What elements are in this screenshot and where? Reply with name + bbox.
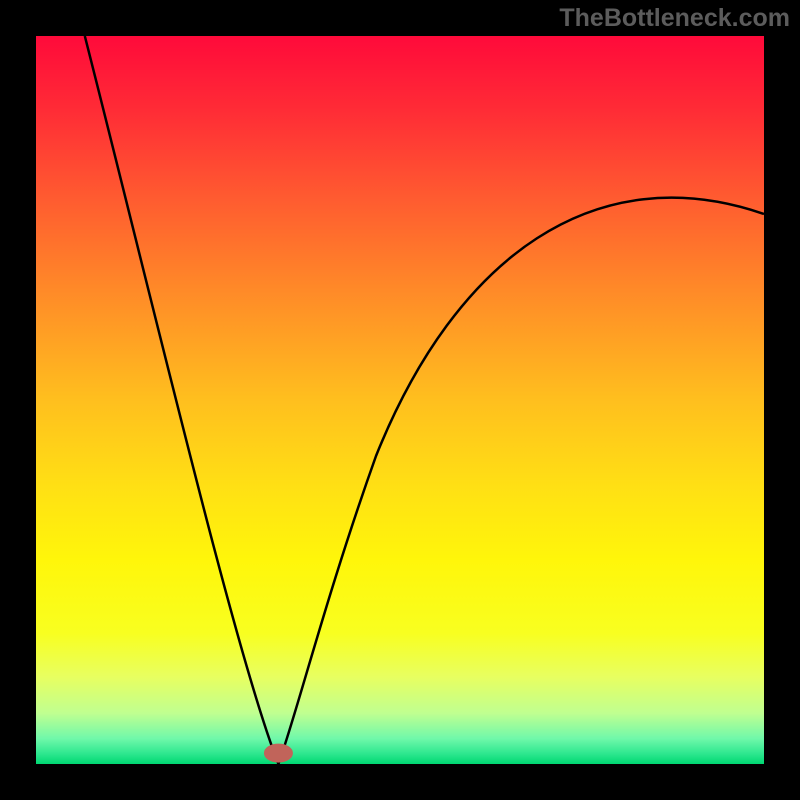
minimum-marker [264, 744, 292, 762]
plot-area [36, 36, 764, 764]
chart-frame: TheBottleneck.com [0, 0, 800, 800]
curve-layer [36, 36, 764, 764]
watermark-text: TheBottleneck.com [559, 4, 790, 33]
bottleneck-curve [85, 36, 764, 764]
